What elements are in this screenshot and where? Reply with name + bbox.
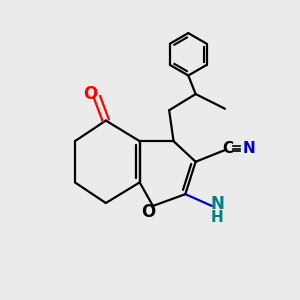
Text: H: H xyxy=(211,210,224,225)
Text: C: C xyxy=(223,141,234,156)
Text: N: N xyxy=(210,195,224,213)
Text: O: O xyxy=(141,203,156,221)
Text: N: N xyxy=(242,141,255,156)
Text: O: O xyxy=(83,85,98,103)
